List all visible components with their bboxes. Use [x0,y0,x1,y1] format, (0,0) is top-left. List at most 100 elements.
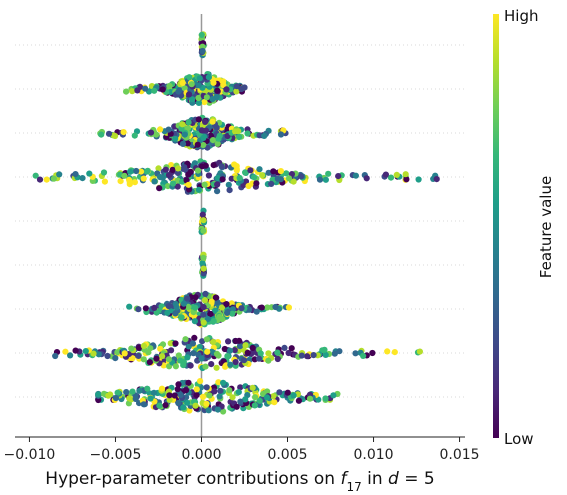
shap-point [224,309,231,316]
shap-point [214,140,221,147]
shap-point [143,168,150,175]
shap-point [205,74,212,81]
shap-point [164,309,171,316]
shap-point [236,337,243,344]
shap-point [264,304,271,311]
shap-point [274,355,281,363]
shap-point [189,96,196,103]
shap-point [180,362,187,369]
shap-point [172,340,179,347]
shap-point [175,88,182,95]
shap-point [225,338,232,345]
shap-point [242,342,249,349]
shap-point [185,303,192,310]
shap-point [159,86,166,93]
shap-point [202,363,209,370]
x-tick-label: −0.005 [90,447,142,463]
shap-point [153,131,160,138]
shap-point [127,168,134,175]
shap-point [283,170,290,177]
shap-point [147,129,155,136]
shap-point [208,361,215,368]
shap-point [384,348,391,355]
points-layer [32,31,440,415]
shap-point [256,132,263,139]
colorbar [493,14,499,438]
shap-point [242,396,249,403]
shap-point [247,167,254,174]
shap-point [196,75,203,82]
shap-point [321,346,328,353]
shap-point [220,81,227,89]
shap-point [415,176,422,183]
shap-point [172,135,179,142]
shap-point [192,402,199,409]
shap-point [175,352,182,359]
shap-point [195,116,202,123]
shap-point [175,165,182,172]
shap-point [200,227,207,234]
shap-point [155,165,162,172]
shap-point [214,406,221,413]
shap-point [32,172,39,179]
shap-point [229,310,236,317]
shap-point [86,170,93,177]
shap-point [235,389,242,396]
shap-point [167,89,174,96]
shap-point [216,132,223,139]
shap-point [236,174,243,182]
shap-point [162,402,169,409]
shap-point [271,399,278,406]
shap-point [263,394,271,401]
shap-point [175,399,182,407]
shap-point [331,350,338,357]
shap-point [232,359,239,366]
shap-point [162,166,169,173]
shap-point [114,349,121,356]
shap-point [272,303,279,311]
shap-point [205,407,212,414]
shap-point [258,304,265,311]
shap-point [199,211,206,218]
shap-point [177,391,184,398]
shap-point [167,340,174,347]
shap-point [233,88,240,95]
shap-point [236,343,244,350]
shap-point [200,265,207,272]
shap-point [203,400,210,407]
shap-point [159,341,167,348]
shap-point [233,403,240,410]
shap-point [142,305,149,312]
shap-point [249,384,256,391]
shap-point [200,304,207,311]
shap-point [245,306,253,313]
shap-point [215,352,222,359]
shap-point [95,391,102,398]
shap-point [335,173,342,180]
shap-point [174,183,181,190]
shap-point [224,353,231,360]
shap-point [274,349,281,356]
shap-point [210,318,217,325]
shap-point [277,168,284,175]
shap-point [209,118,216,125]
shap-point [236,133,243,141]
shap-point [268,180,275,187]
shap-point [210,79,217,86]
shap-point [67,352,74,359]
shap-point [147,345,154,352]
shap-point [217,387,224,394]
shap-point [126,179,133,186]
shap-point [175,381,182,388]
shap-point [194,141,201,148]
shap-point [211,388,218,395]
shap-point [237,384,244,391]
shap-point [140,356,147,363]
shap-point [206,392,213,399]
shap-point [245,182,252,190]
shap-point [56,171,63,178]
shap-point [128,345,135,352]
shap-point [186,74,193,81]
shap-point [213,364,220,371]
shap-point [193,386,200,393]
